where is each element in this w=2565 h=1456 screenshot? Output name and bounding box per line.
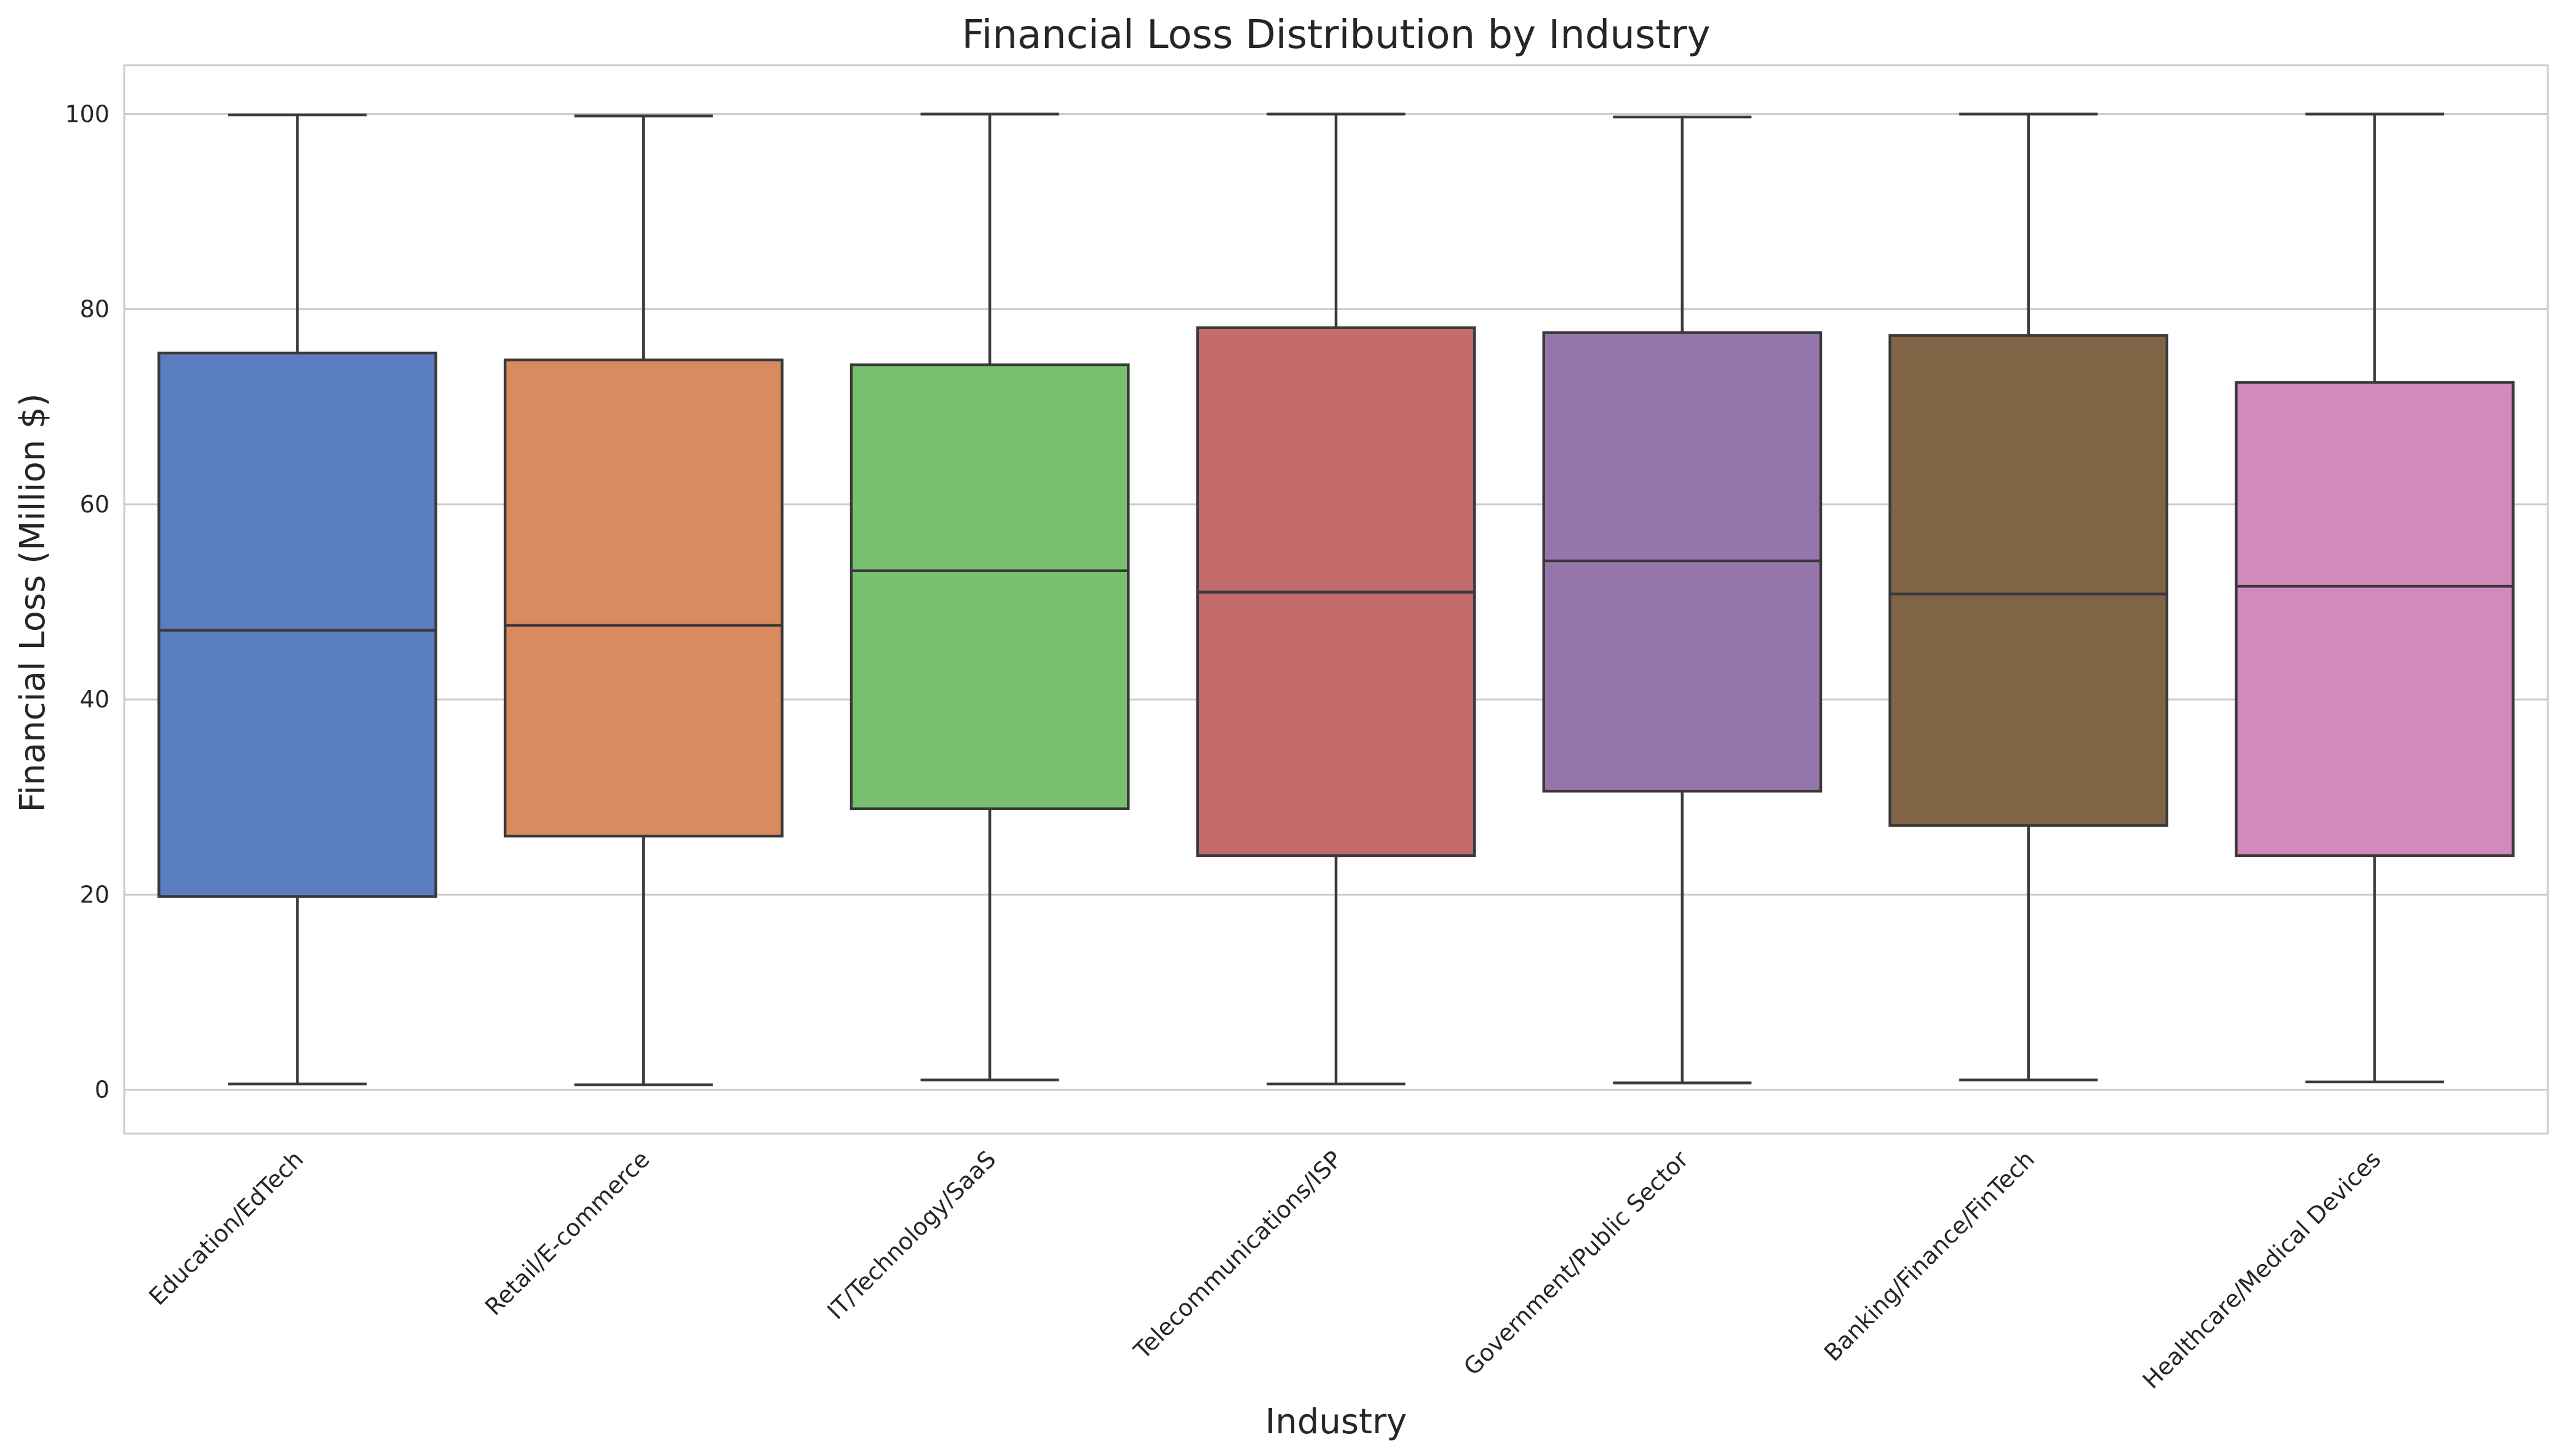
y-axis-label: Financial Loss (Million $) — [13, 393, 53, 812]
y-tick-label-0: 0 — [95, 1076, 109, 1104]
chart-title: Financial Loss Distribution by Industry — [961, 12, 1710, 58]
y-tick-label-60: 60 — [80, 491, 109, 518]
y-tick-label-40: 40 — [80, 686, 109, 713]
iqr-box — [2235, 381, 2515, 857]
box-1 — [157, 113, 437, 1086]
box-4 — [1196, 113, 1476, 1086]
x-axis-label: Industry — [1265, 1402, 1407, 1442]
iqr-box — [157, 351, 437, 898]
box-3 — [849, 113, 1130, 1082]
iqr-box — [1888, 334, 2169, 827]
y-tick-labels: 0 20 40 60 80 100 — [65, 100, 109, 1103]
y-tick-label-100: 100 — [65, 100, 109, 127]
plot-frame — [123, 64, 2549, 1135]
box-7 — [2235, 113, 2515, 1084]
iqr-box — [849, 363, 1130, 811]
y-tick-label-20: 20 — [80, 881, 109, 908]
iqr-box — [503, 358, 784, 838]
box-5 — [1542, 115, 1823, 1084]
y-tick-label-80: 80 — [80, 296, 109, 323]
box-6 — [1888, 113, 2169, 1082]
box-series — [157, 113, 2515, 1086]
box-2 — [503, 114, 784, 1086]
